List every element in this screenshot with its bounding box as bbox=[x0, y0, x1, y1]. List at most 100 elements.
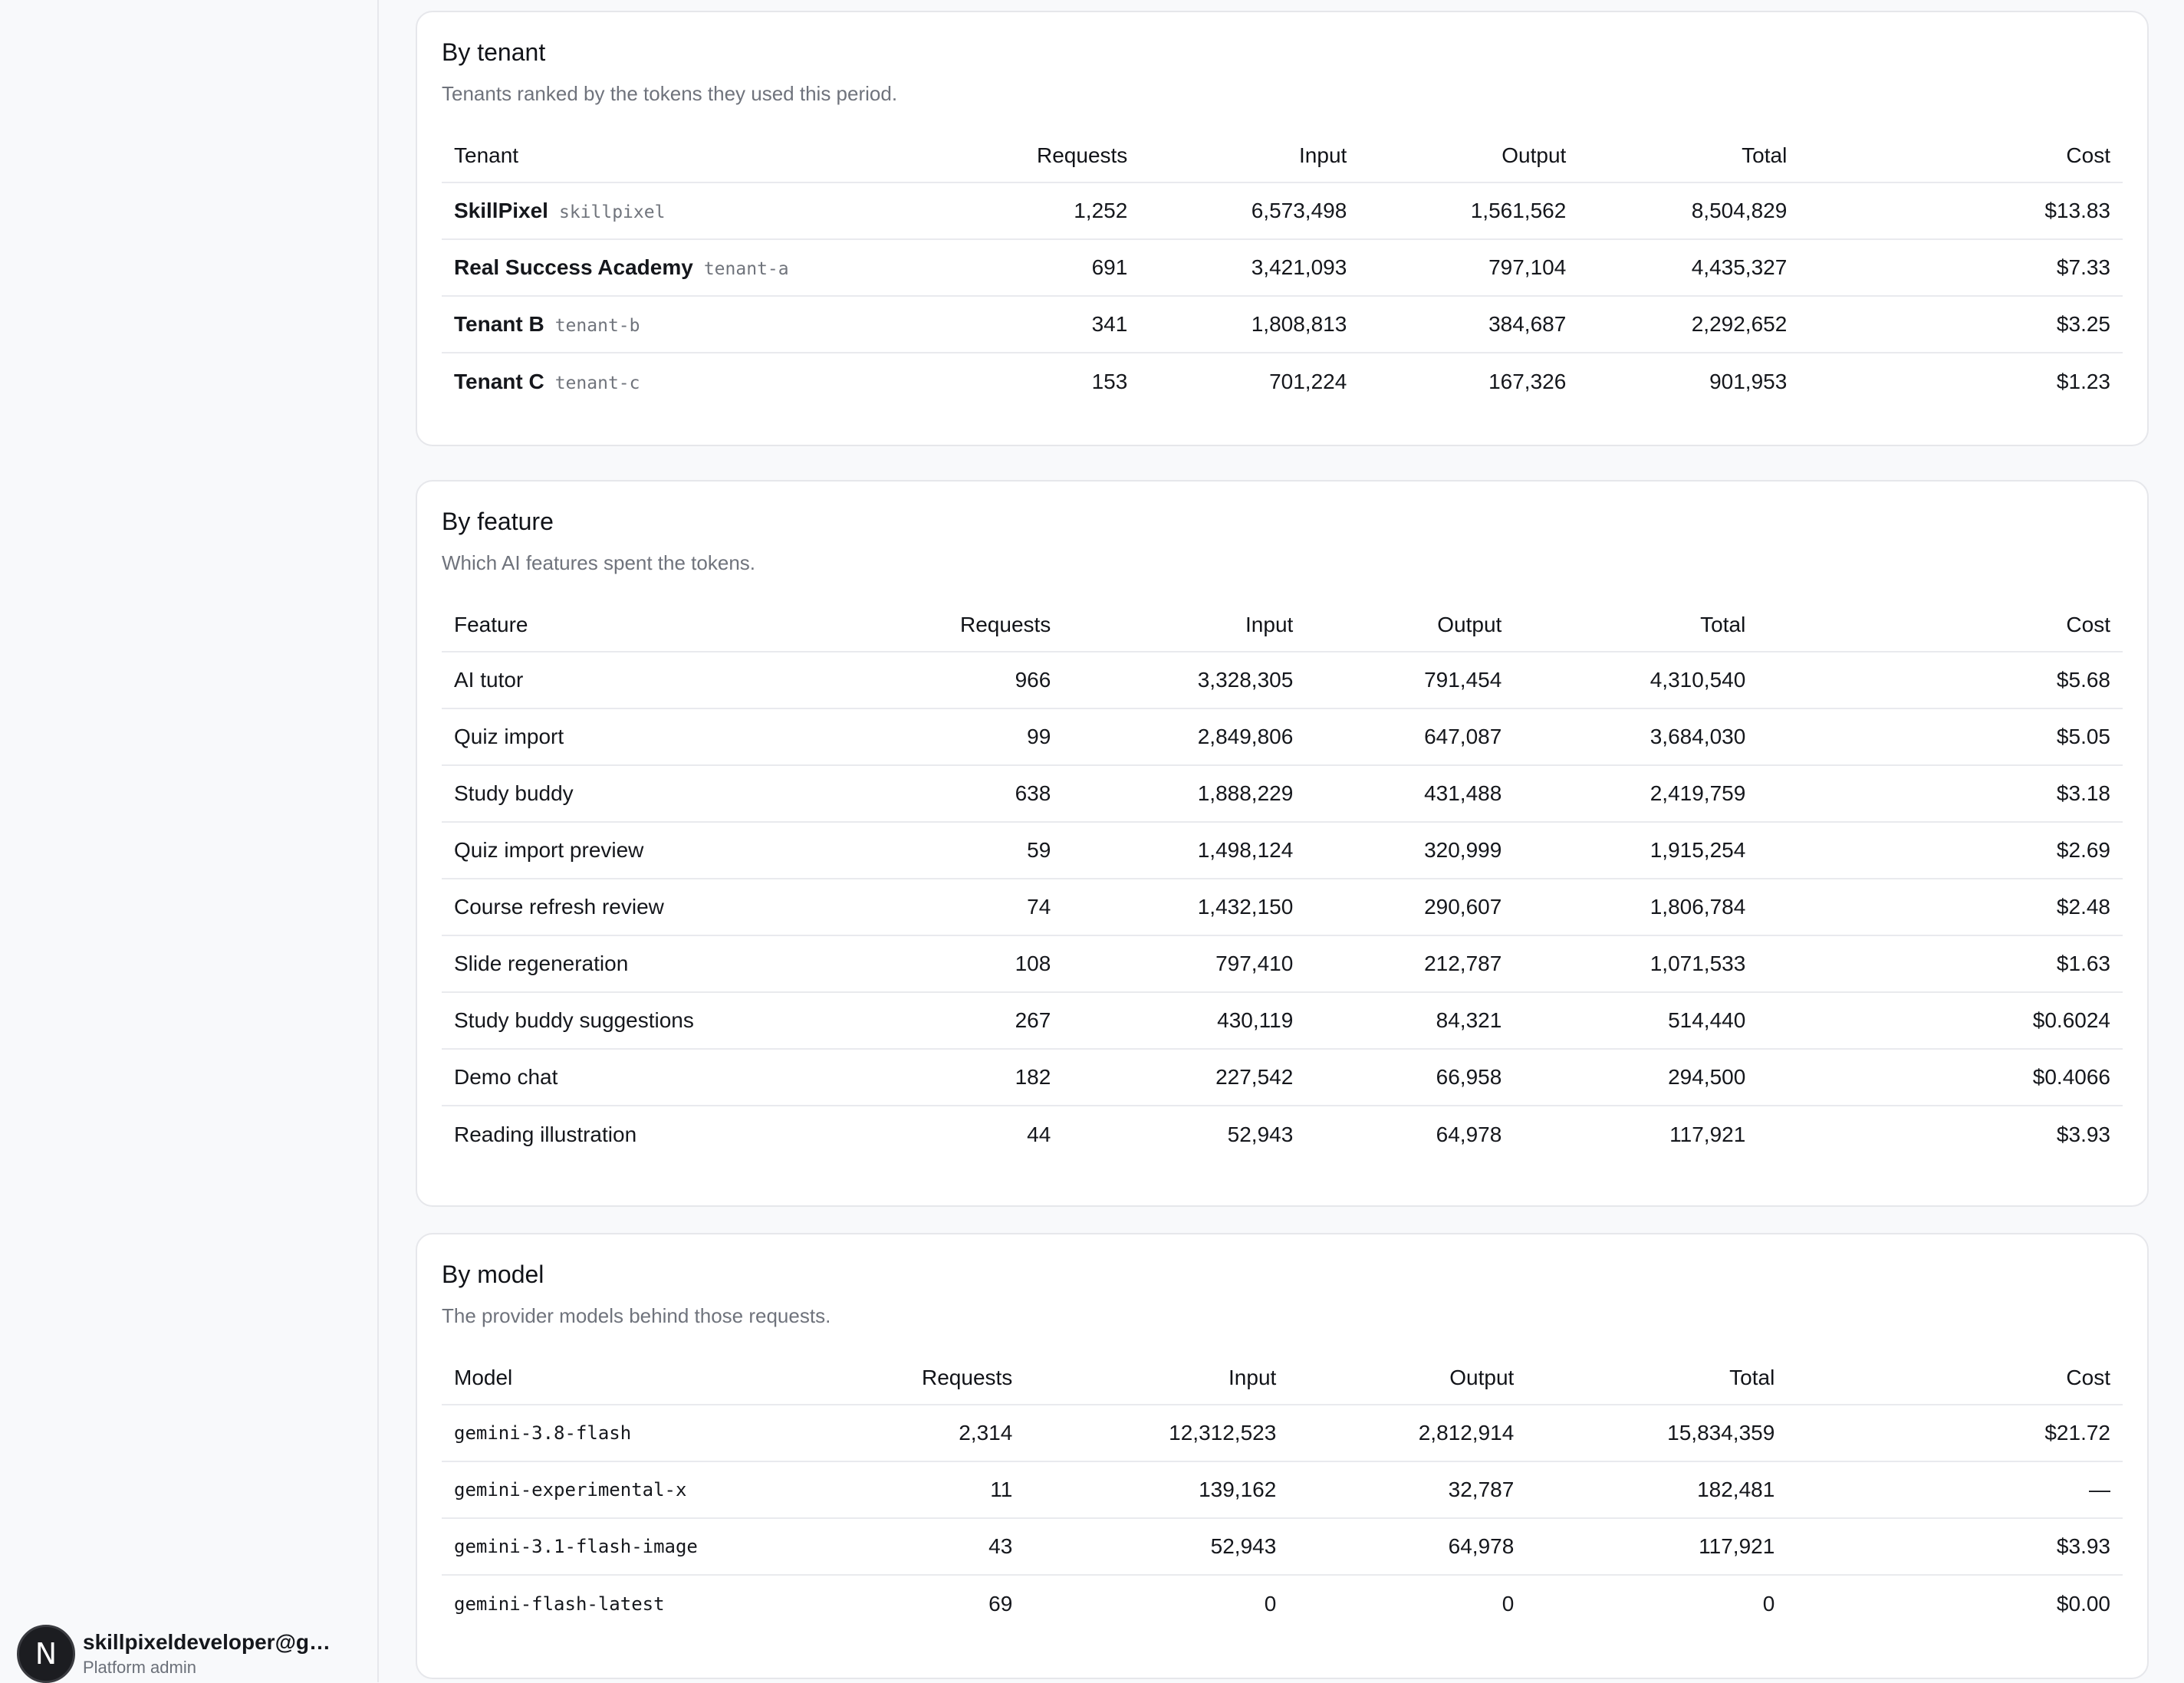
card-subtitle: Which AI features spent the tokens. bbox=[442, 551, 756, 574]
table-row: Study buddy 638 1,888,229 431,488 2,419,… bbox=[442, 765, 2123, 823]
requests-cell: 966 bbox=[948, 652, 1064, 709]
output-cell: 84,321 bbox=[1305, 992, 1515, 1050]
user-meta: skillpixeldeveloper@gm… Platform admin bbox=[83, 1630, 344, 1678]
table-row: gemini-3.8-flash 2,314 12,312,523 2,812,… bbox=[442, 1405, 2123, 1462]
table-row: Quiz import preview 59 1,498,124 320,999… bbox=[442, 822, 2123, 879]
requests-cell: 69 bbox=[988, 1591, 1013, 1616]
total-cell: 8,504,829 bbox=[1578, 182, 1800, 240]
table-row: Quiz import 99 2,849,806 647,087 3,684,0… bbox=[442, 708, 2123, 766]
feature-name-cell: Slide regeneration bbox=[442, 935, 948, 993]
table-row: Tenant C tenant-c 153 701,224 167,326 901… bbox=[442, 353, 2123, 409]
total-cell: 1,071,533 bbox=[1514, 935, 1758, 993]
output-cell: 797,104 bbox=[1359, 239, 1579, 297]
requests-cell: 267 bbox=[948, 992, 1064, 1050]
column-header-input: Input bbox=[1140, 129, 1360, 183]
output-cell: 212,787 bbox=[1305, 935, 1515, 993]
card-title: By tenant bbox=[442, 38, 546, 66]
tenant-slug: tenant-b bbox=[554, 316, 640, 336]
table-row: AI tutor 966 3,328,305 791,454 4,310,540… bbox=[442, 652, 2123, 709]
user-email: skillpixeldeveloper@gm… bbox=[83, 1630, 344, 1654]
requests-cell: 341 bbox=[1025, 296, 1140, 353]
requests-cell: 1,252 bbox=[1025, 182, 1140, 240]
model-usage-table: Model Requests Input Output Total Cost g… bbox=[442, 1351, 2123, 1632]
total-cell: 294,500 bbox=[1514, 1049, 1758, 1106]
output-cell: 384,687 bbox=[1359, 296, 1579, 353]
input-cell: 52,943 bbox=[1227, 1122, 1294, 1146]
total-cell: 182,481 bbox=[1526, 1461, 1788, 1519]
output-cell: 320,999 bbox=[1305, 822, 1515, 879]
column-header-output: Output bbox=[1288, 1351, 1527, 1405]
tenant-name: Tenant C bbox=[454, 369, 544, 393]
table-row: Reading illustration 44 52,943 64,978 11… bbox=[442, 1106, 2123, 1162]
total-cell: 1,915,254 bbox=[1514, 822, 1758, 879]
output-cell: 64,978 bbox=[1436, 1122, 1502, 1146]
output-cell: 64,978 bbox=[1288, 1518, 1527, 1576]
column-header-requests: Requests bbox=[1025, 129, 1140, 183]
requests-cell: 43 bbox=[909, 1518, 1025, 1576]
cost-cell: $0.00 bbox=[2056, 1591, 2110, 1616]
table-header-row: Model Requests Input Output Total Cost bbox=[442, 1351, 2123, 1405]
input-cell: 139,162 bbox=[1025, 1461, 1289, 1519]
table-row: Demo chat 182 227,542 66,958 294,500 $0.… bbox=[442, 1049, 2123, 1106]
feature-name-cell: Quiz import bbox=[442, 708, 948, 766]
input-cell: 52,943 bbox=[1025, 1518, 1289, 1576]
input-cell: 6,573,498 bbox=[1140, 182, 1360, 240]
tenant-cell: Real Success Academy tenant-a bbox=[442, 239, 1025, 297]
column-header-cost: Cost bbox=[1787, 1351, 2123, 1405]
card-subtitle: Tenants ranked by the tokens they used t… bbox=[442, 82, 898, 105]
user-account-menu[interactable]: N skillpixeldeveloper@gm… Platform admin bbox=[17, 1625, 370, 1683]
card-title: By model bbox=[442, 1261, 544, 1288]
model-name-cell: gemini-experimental-x bbox=[442, 1461, 909, 1519]
table-row: Course refresh review 74 1,432,150 290,6… bbox=[442, 879, 2123, 936]
user-role: Platform admin bbox=[83, 1658, 196, 1677]
tenant-name: SkillPixel bbox=[454, 199, 548, 222]
output-cell: 167,326 bbox=[1488, 369, 1567, 393]
feature-usage-card: By feature Which AI features spent the t… bbox=[416, 480, 2149, 1207]
cost-cell: $5.05 bbox=[1758, 708, 2123, 766]
total-cell: 117,921 bbox=[1526, 1518, 1788, 1576]
total-cell: 4,435,327 bbox=[1578, 239, 1800, 297]
table-row: gemini-flash-latest 69 0 0 0 $0.00 bbox=[442, 1575, 2123, 1632]
column-header-total: Total bbox=[1514, 598, 1758, 652]
tenant-cell: SkillPixel skillpixel bbox=[442, 182, 1025, 240]
requests-cell: 11 bbox=[909, 1461, 1025, 1519]
tenant-cell: Tenant C tenant-c bbox=[442, 353, 1025, 409]
cost-cell: $3.25 bbox=[1799, 296, 2123, 353]
column-header-cost: Cost bbox=[1799, 129, 2123, 183]
output-cell: 431,488 bbox=[1305, 765, 1515, 823]
requests-cell: 74 bbox=[948, 879, 1064, 936]
table-header-row: Feature Requests Input Output Total Cost bbox=[442, 598, 2123, 652]
total-cell: 117,921 bbox=[1669, 1122, 1746, 1146]
output-cell: 66,958 bbox=[1305, 1049, 1515, 1106]
feature-name-cell: AI tutor bbox=[442, 652, 948, 709]
requests-cell: 182 bbox=[948, 1049, 1064, 1106]
cost-cell: $2.69 bbox=[1758, 822, 2123, 879]
column-header-input: Input bbox=[1025, 1351, 1289, 1405]
cost-cell: $3.93 bbox=[2056, 1122, 2110, 1146]
total-cell: 0 bbox=[1762, 1591, 1775, 1616]
cost-cell: — bbox=[1787, 1461, 2123, 1519]
feature-usage-table: Feature Requests Input Output Total Cost… bbox=[442, 598, 2123, 1162]
total-cell: 15,834,359 bbox=[1526, 1405, 1788, 1462]
total-cell: 2,419,759 bbox=[1514, 765, 1758, 823]
input-cell: 227,542 bbox=[1063, 1049, 1306, 1106]
feature-name-cell: Study buddy bbox=[442, 765, 948, 823]
column-header-tenant: Tenant bbox=[442, 129, 1025, 183]
cost-cell: $5.68 bbox=[1758, 652, 2123, 709]
requests-cell: 59 bbox=[948, 822, 1064, 879]
cost-cell: $0.4066 bbox=[1758, 1049, 2123, 1106]
input-cell: 1,808,813 bbox=[1140, 296, 1360, 353]
feature-name-cell: Quiz import preview bbox=[442, 822, 948, 879]
output-cell: 2,812,914 bbox=[1288, 1405, 1527, 1462]
sidebar: N skillpixeldeveloper@gm… Platform admin bbox=[0, 0, 379, 1683]
input-cell: 1,432,150 bbox=[1063, 879, 1306, 936]
table-row: Real Success Academy tenant-a 691 3,421,0… bbox=[442, 239, 2123, 297]
column-header-cost: Cost bbox=[1758, 598, 2123, 652]
cost-cell: $13.83 bbox=[1799, 182, 2123, 240]
total-cell: 514,440 bbox=[1514, 992, 1758, 1050]
cost-cell: $2.48 bbox=[1758, 879, 2123, 936]
column-header-output: Output bbox=[1305, 598, 1515, 652]
output-cell: 0 bbox=[1502, 1591, 1515, 1616]
column-header-feature: Feature bbox=[442, 598, 948, 652]
requests-cell: 691 bbox=[1025, 239, 1140, 297]
